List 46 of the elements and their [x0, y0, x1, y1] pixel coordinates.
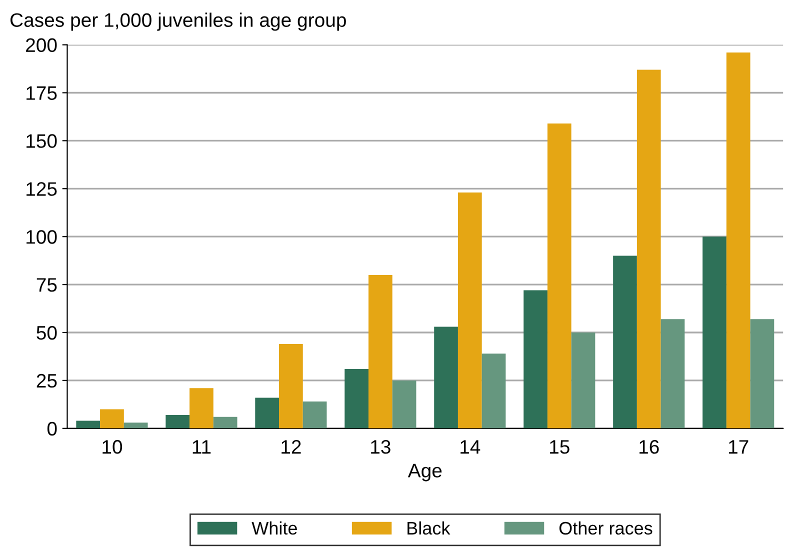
bar — [279, 344, 303, 428]
y-tick-label: 125 — [26, 182, 57, 196]
y-tick-label: 175 — [26, 86, 57, 100]
x-tick-label: 14 — [460, 440, 480, 454]
x-tick-label: 17 — [729, 440, 748, 454]
x-tick-label: 12 — [282, 440, 301, 454]
bar — [166, 414, 190, 428]
y-tick-label: 75 — [36, 278, 57, 292]
bar — [636, 70, 661, 428]
legend-label: Black — [408, 521, 450, 535]
y-tick-label: 100 — [26, 230, 57, 244]
bar — [190, 388, 214, 428]
bar — [344, 368, 368, 428]
bar — [524, 290, 548, 428]
bar — [302, 402, 327, 428]
bar — [124, 422, 148, 428]
bar — [750, 319, 774, 428]
y-axis-title: Cases per 1,000 juveniles in age group — [10, 12, 346, 31]
y-tick-label: 200 — [26, 38, 57, 52]
bar — [100, 409, 124, 428]
legend-label: Other races — [559, 521, 652, 535]
bar — [571, 332, 596, 428]
y-tick-label: 50 — [36, 326, 57, 340]
bar — [482, 354, 506, 428]
bar — [434, 326, 458, 428]
x-tick-label: 11 — [192, 440, 211, 454]
bar — [660, 319, 685, 428]
x-tick-label: 10 — [102, 440, 122, 454]
bar — [726, 52, 750, 428]
x-tick-label: 16 — [640, 440, 659, 454]
x-axis-title: Age — [408, 464, 442, 482]
y-tick-label: 0 — [47, 422, 57, 436]
bar — [547, 123, 572, 428]
bar — [368, 274, 392, 428]
bar — [702, 236, 726, 428]
bar — [213, 416, 238, 428]
x-tick-label: 13 — [371, 440, 390, 454]
bar — [76, 420, 100, 428]
bar — [458, 192, 482, 428]
legend-label: White — [252, 521, 297, 535]
bar — [613, 256, 637, 428]
x-tick-label: 15 — [550, 440, 570, 454]
bar — [392, 380, 416, 428]
y-tick-label: 150 — [26, 134, 57, 148]
y-tick-label: 25 — [36, 374, 57, 388]
bar — [255, 398, 280, 428]
